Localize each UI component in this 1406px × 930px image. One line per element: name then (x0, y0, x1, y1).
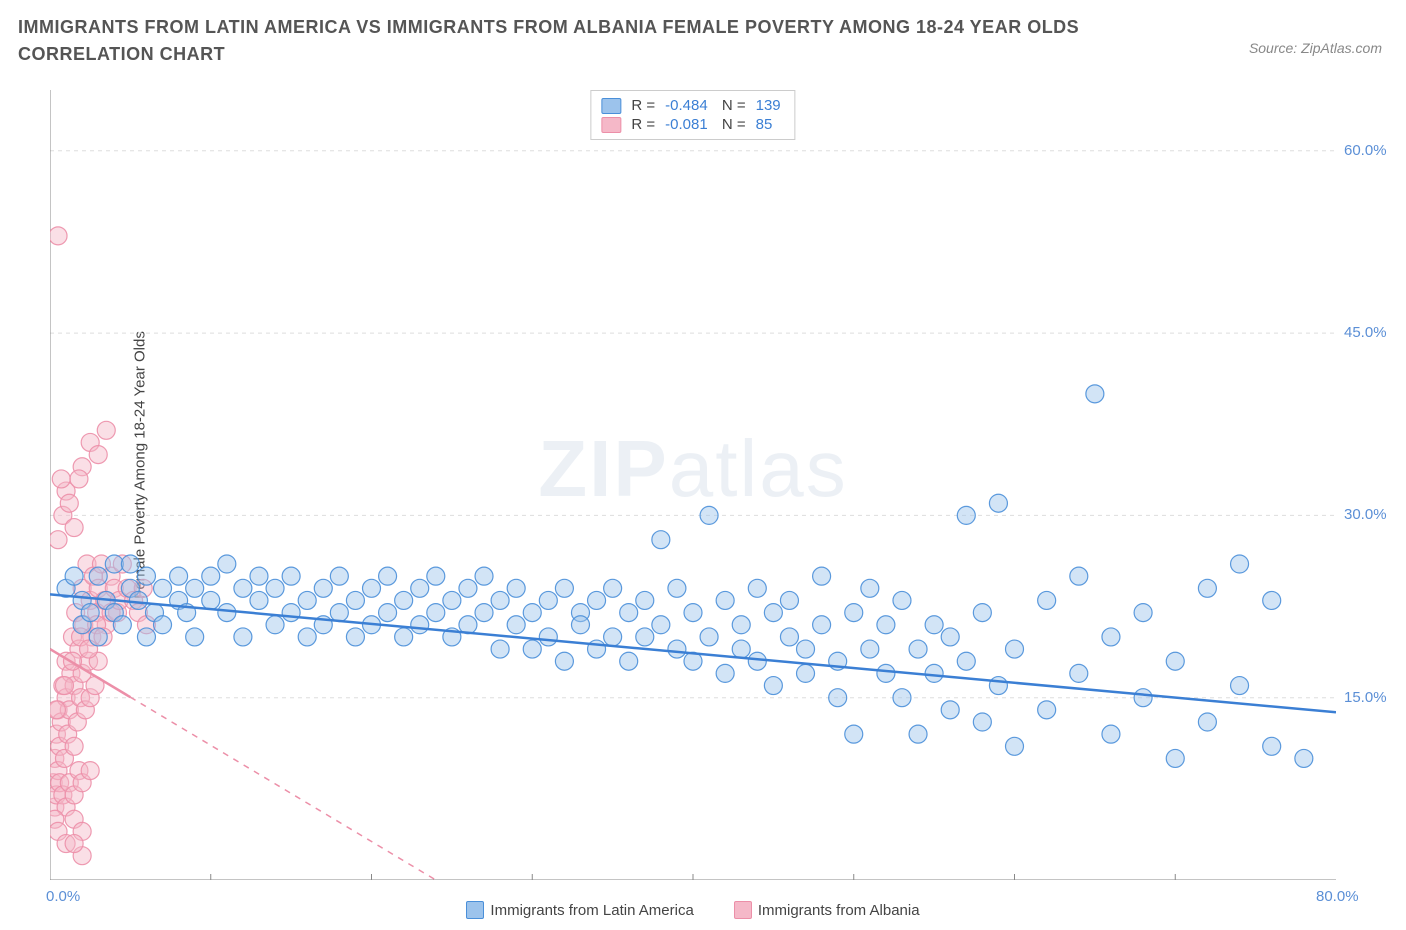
legend-label-1: Immigrants from Albania (758, 902, 920, 919)
legend-swatch-0 (466, 901, 484, 919)
stats-swatch-1 (601, 117, 621, 133)
plot-area: ZIPatlas R = -0.484 N = 139 R = -0.081 N… (50, 90, 1336, 880)
legend-label-0: Immigrants from Latin America (490, 902, 693, 919)
y-tick-label: 30.0% (1344, 506, 1387, 523)
y-tick-label: 15.0% (1344, 689, 1387, 706)
legend-swatch-1 (734, 901, 752, 919)
stats-r-label-1: R = (631, 116, 655, 133)
legend-item-1: Immigrants from Albania (734, 901, 920, 919)
chart-container: IMMIGRANTS FROM LATIN AMERICA VS IMMIGRA… (0, 0, 1406, 930)
stats-r-value-1: -0.081 (665, 116, 708, 133)
legend-item-0: Immigrants from Latin America (466, 901, 693, 919)
scatter-plot-svg (50, 90, 1336, 880)
x-max-label: 80.0% (1316, 888, 1359, 905)
source-credit: Source: ZipAtlas.com (1249, 40, 1382, 56)
stats-n-value-0: 139 (756, 97, 781, 114)
x-axis-legend: Immigrants from Latin America Immigrants… (50, 896, 1336, 924)
stats-row-series-1: R = -0.081 N = 85 (601, 116, 780, 133)
stats-r-label-0: R = (631, 97, 655, 114)
y-tick-label: 60.0% (1344, 142, 1387, 159)
chart-title: IMMIGRANTS FROM LATIN AMERICA VS IMMIGRA… (18, 14, 1118, 68)
x-origin-label: 0.0% (46, 888, 80, 905)
stats-legend-box: R = -0.484 N = 139 R = -0.081 N = 85 (590, 90, 795, 140)
stats-n-value-1: 85 (756, 116, 773, 133)
stats-n-label-0: N = (718, 97, 746, 114)
stats-row-series-0: R = -0.484 N = 139 (601, 97, 780, 114)
stats-swatch-0 (601, 98, 621, 114)
stats-r-value-0: -0.484 (665, 97, 708, 114)
y-tick-label: 45.0% (1344, 324, 1387, 341)
stats-n-label-1: N = (718, 116, 746, 133)
